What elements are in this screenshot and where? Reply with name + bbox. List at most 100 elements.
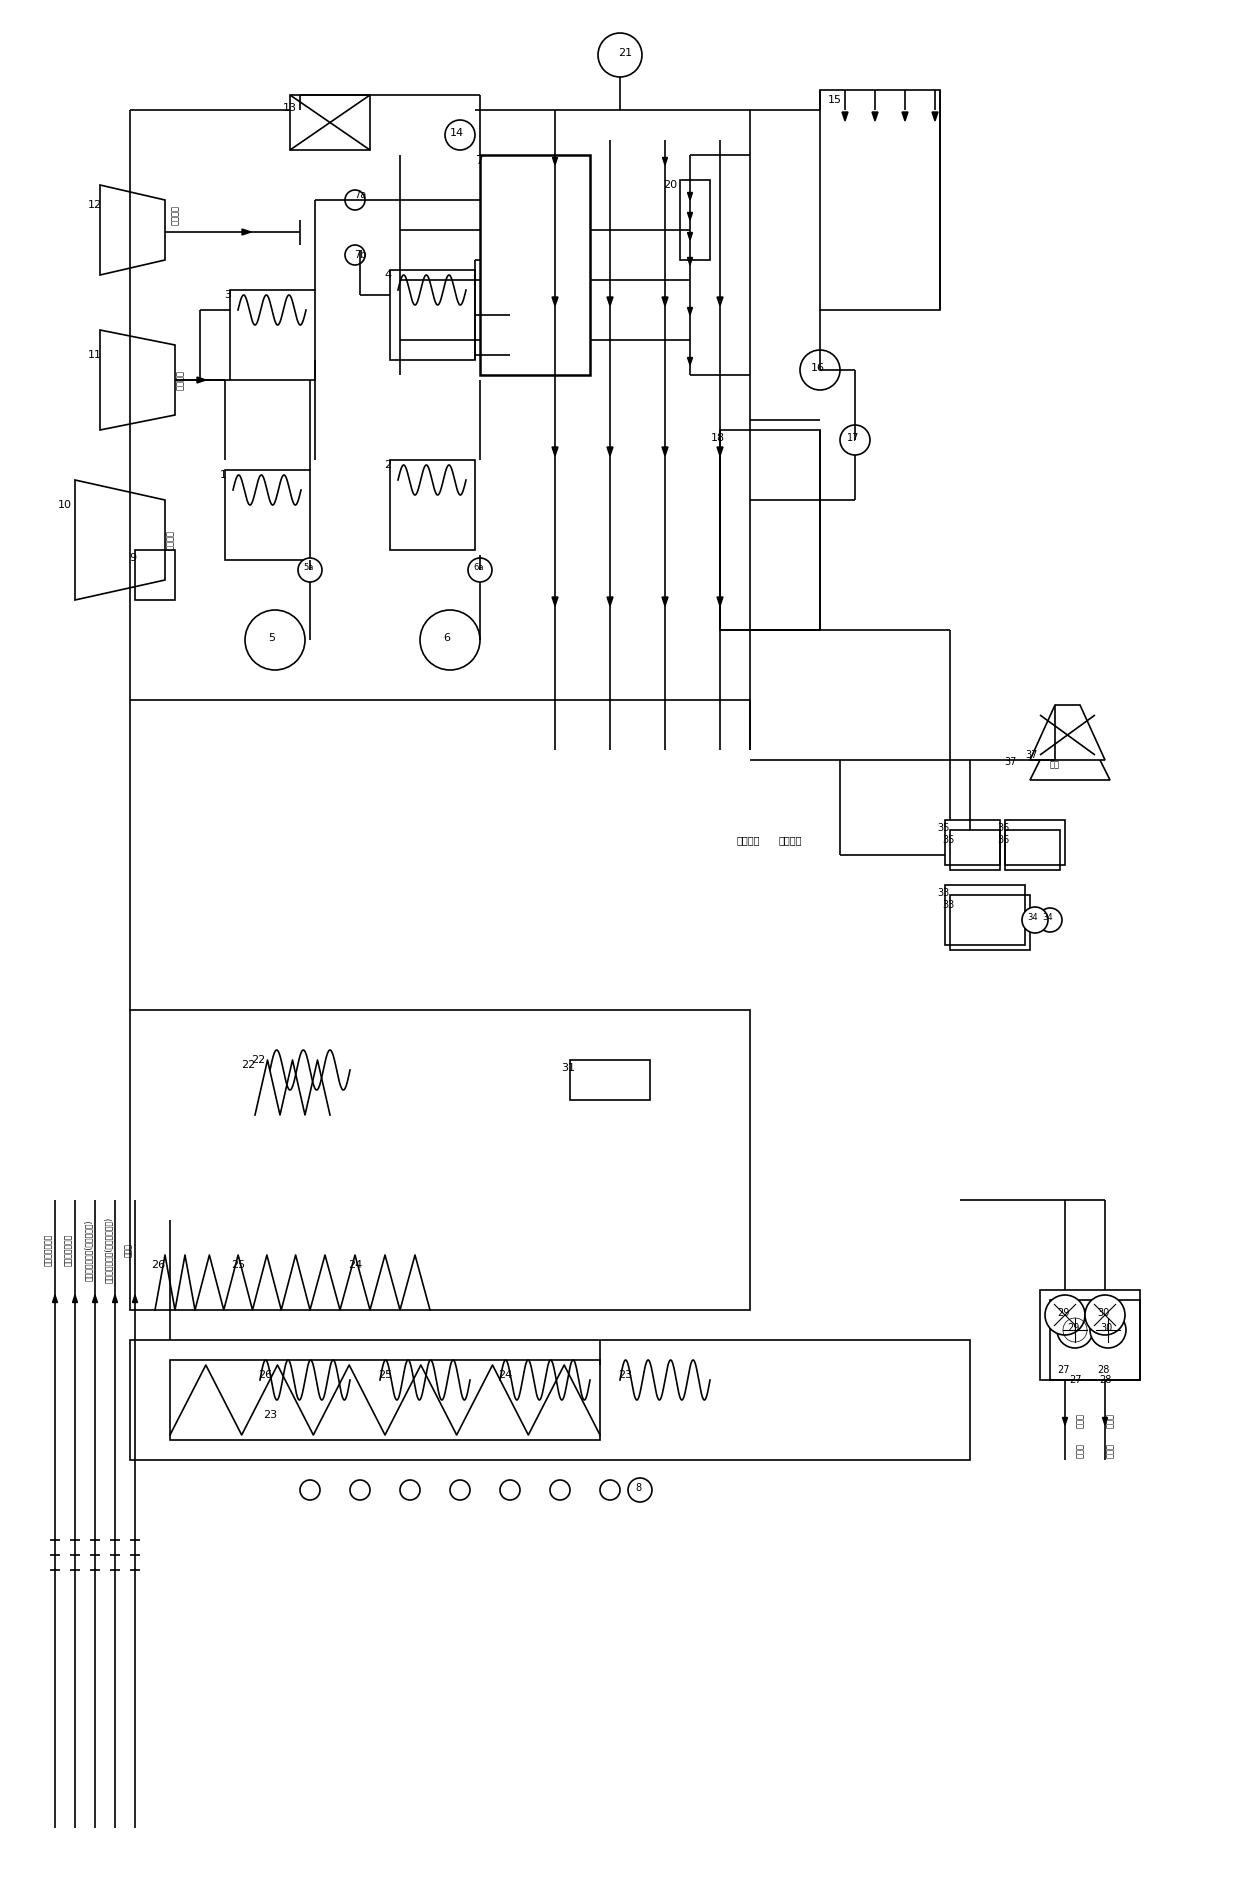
Polygon shape — [1030, 704, 1105, 761]
Text: 30: 30 — [1097, 1307, 1109, 1318]
Bar — [1040, 1290, 1140, 1380]
Bar — [1050, 1300, 1140, 1380]
Polygon shape — [242, 229, 250, 235]
Text: 高压蒸汽: 高压蒸汽 — [171, 205, 180, 225]
Text: 5: 5 — [269, 633, 275, 642]
Bar — [229, 289, 315, 379]
Text: 23: 23 — [263, 1410, 277, 1420]
Bar — [945, 885, 1025, 945]
Polygon shape — [552, 297, 558, 306]
Polygon shape — [552, 447, 558, 456]
Circle shape — [345, 190, 365, 210]
Text: 36: 36 — [997, 836, 1009, 845]
Polygon shape — [552, 597, 558, 607]
Text: 18: 18 — [711, 434, 725, 443]
Circle shape — [1038, 907, 1061, 931]
Text: 33: 33 — [937, 888, 949, 898]
Bar — [224, 470, 310, 560]
Text: 23: 23 — [618, 1369, 632, 1380]
Text: 35: 35 — [942, 836, 955, 845]
Text: 低压蒸汽: 低压蒸汽 — [165, 530, 175, 550]
Polygon shape — [1063, 1418, 1068, 1425]
Circle shape — [600, 1480, 620, 1501]
Polygon shape — [687, 212, 692, 220]
Circle shape — [420, 610, 480, 670]
Text: 2: 2 — [384, 460, 392, 470]
Circle shape — [345, 244, 365, 265]
Bar — [170, 1360, 600, 1440]
Bar — [950, 830, 999, 870]
Text: 7: 7 — [476, 154, 484, 167]
Text: 6: 6 — [444, 633, 450, 642]
Bar — [135, 550, 175, 599]
Polygon shape — [1030, 719, 1110, 779]
Text: 进风侧: 进风侧 — [1106, 1412, 1115, 1427]
Polygon shape — [717, 297, 723, 306]
Text: 1: 1 — [219, 470, 227, 481]
Circle shape — [445, 120, 475, 150]
Text: 20: 20 — [663, 180, 677, 190]
Text: 输水管道: 输水管道 — [737, 836, 760, 845]
Polygon shape — [72, 1296, 78, 1303]
Text: 37: 37 — [1025, 749, 1038, 761]
Circle shape — [246, 610, 305, 670]
Text: 37: 37 — [1004, 757, 1017, 766]
Polygon shape — [74, 481, 165, 599]
Text: 15: 15 — [828, 96, 842, 105]
Text: 一次烟回热蒸汽(高压缸排汽): 一次烟回热蒸汽(高压缸排汽) — [83, 1219, 93, 1281]
Bar — [945, 821, 999, 866]
Text: 14: 14 — [450, 128, 464, 137]
Text: 冷却: 冷却 — [1050, 761, 1060, 770]
Circle shape — [467, 558, 492, 582]
Bar — [130, 1010, 750, 1311]
Polygon shape — [93, 1296, 98, 1303]
Circle shape — [800, 349, 839, 391]
Text: 35: 35 — [936, 823, 949, 834]
Text: 33: 33 — [942, 900, 954, 911]
Text: 中压蒸汽: 中压蒸汽 — [176, 370, 185, 391]
Bar — [391, 460, 475, 550]
Text: 21: 21 — [618, 49, 632, 58]
Text: 27: 27 — [1056, 1365, 1069, 1375]
Circle shape — [401, 1480, 420, 1501]
Circle shape — [298, 558, 322, 582]
Polygon shape — [113, 1296, 118, 1303]
Polygon shape — [100, 186, 165, 274]
Text: 25: 25 — [231, 1260, 246, 1270]
Bar — [720, 430, 820, 629]
Bar — [130, 1341, 970, 1459]
Polygon shape — [608, 447, 613, 456]
Circle shape — [350, 1480, 370, 1501]
Polygon shape — [608, 297, 613, 306]
Text: 29: 29 — [1056, 1307, 1069, 1318]
Text: 一次侧: 一次侧 — [1075, 1412, 1085, 1427]
Text: 16: 16 — [811, 362, 825, 374]
Bar — [950, 896, 1030, 950]
Polygon shape — [133, 1296, 138, 1303]
Circle shape — [839, 424, 870, 454]
Text: 30: 30 — [1100, 1322, 1112, 1333]
Polygon shape — [687, 193, 692, 199]
Text: 29: 29 — [1066, 1322, 1079, 1333]
Text: 6a: 6a — [474, 563, 485, 573]
Text: 24: 24 — [348, 1260, 362, 1270]
Text: 7a: 7a — [353, 190, 366, 199]
Text: 输水管道: 输水管道 — [779, 836, 802, 845]
Bar — [391, 270, 475, 361]
Text: 34: 34 — [1028, 913, 1038, 922]
Text: 22: 22 — [250, 1055, 265, 1065]
Text: 4: 4 — [384, 270, 392, 280]
Polygon shape — [687, 233, 692, 240]
Text: 22: 22 — [241, 1059, 255, 1070]
Text: 9: 9 — [129, 552, 136, 563]
Polygon shape — [553, 158, 558, 165]
Circle shape — [598, 34, 642, 77]
Polygon shape — [662, 158, 667, 165]
Text: 11: 11 — [88, 349, 102, 361]
Text: 28: 28 — [1099, 1375, 1111, 1384]
Text: 28: 28 — [1097, 1365, 1110, 1375]
Text: 13: 13 — [283, 103, 298, 113]
Circle shape — [551, 1480, 570, 1501]
Polygon shape — [717, 597, 723, 607]
Polygon shape — [901, 113, 908, 120]
